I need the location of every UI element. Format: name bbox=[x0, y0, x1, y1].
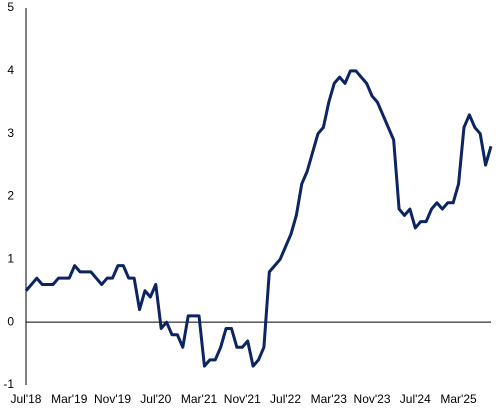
x-tick-label: Mar'19 bbox=[51, 392, 88, 406]
y-tick-label: 0 bbox=[7, 314, 14, 328]
x-tick-label: Nov'23 bbox=[354, 392, 391, 406]
y-tick-label: 4 bbox=[7, 63, 14, 77]
y-tick-label: 2 bbox=[7, 189, 14, 203]
y-tick-label: 3 bbox=[7, 126, 14, 140]
x-tick-label: Jul'24 bbox=[400, 392, 431, 406]
x-tick-label: Jul'18 bbox=[11, 392, 42, 406]
y-tick-label: -1 bbox=[3, 377, 14, 391]
y-tick-label: 5 bbox=[7, 0, 14, 14]
y-tick-label: 1 bbox=[7, 252, 14, 266]
x-tick-label: Mar'23 bbox=[311, 392, 348, 406]
x-tick-label: Nov'19 bbox=[94, 392, 131, 406]
line-series bbox=[24, 69, 493, 368]
x-tick-label: Mar'25 bbox=[440, 392, 477, 406]
x-tick-label: Jul'20 bbox=[140, 392, 171, 406]
x-tick-label: Jul'22 bbox=[270, 392, 301, 406]
x-tick-label: Nov'21 bbox=[224, 392, 261, 406]
x-tick-label: Mar'21 bbox=[181, 392, 218, 406]
